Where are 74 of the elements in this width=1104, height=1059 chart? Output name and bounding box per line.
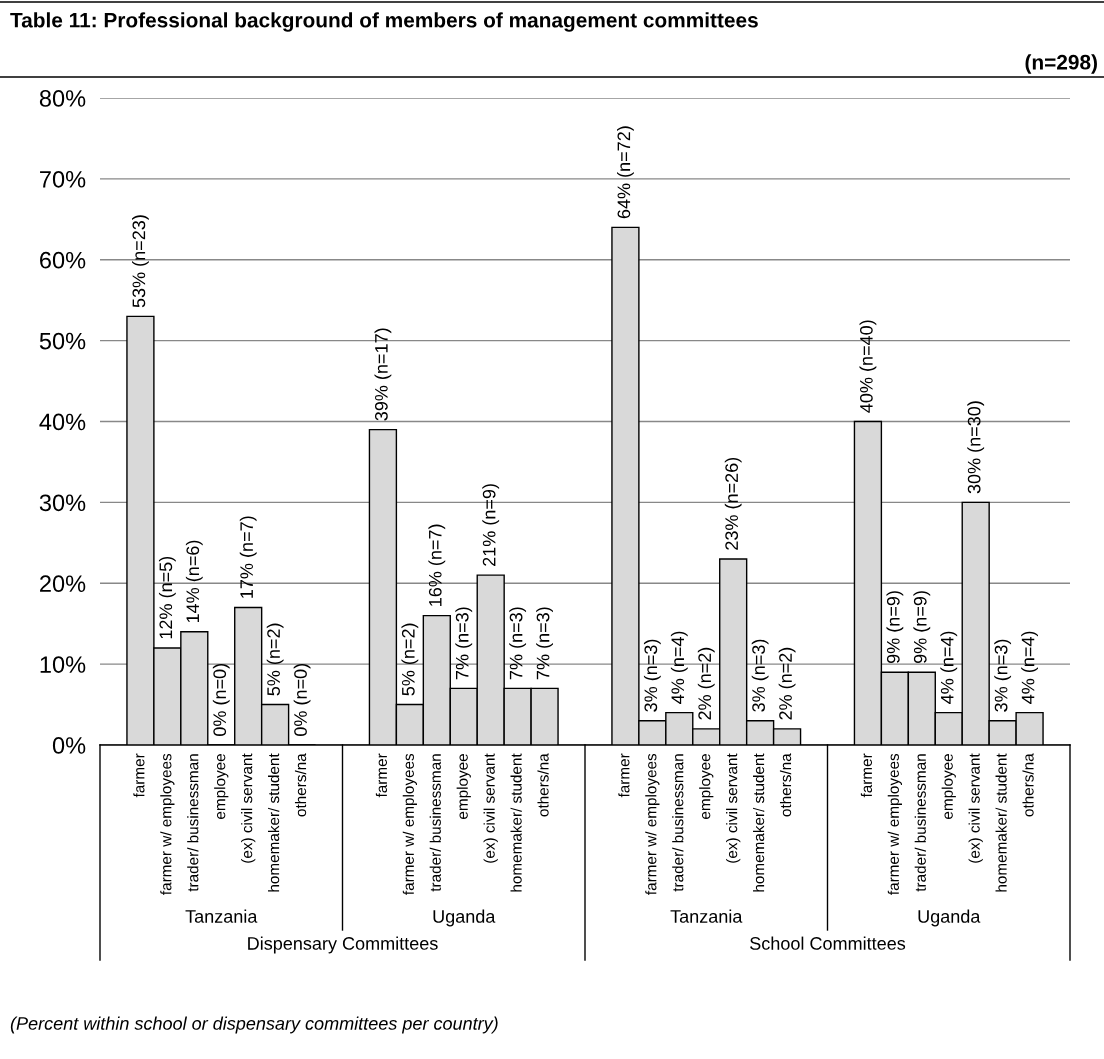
x-tick-label: farmer [860,753,873,798]
data-label: 4% (n=4) [670,631,688,704]
y-tick-label: 0% [52,737,86,754]
chart-subtitle: (n=298) [1025,54,1097,74]
data-label: 12% (n=5) [158,556,176,639]
x-tick-label: (ex) civil servant [968,753,983,863]
data-label: 30% (n=30) [967,401,985,494]
x-tick-label: others/na [779,753,792,817]
data-label: 40% (n=40) [859,320,877,413]
data-label: 7% (n=3) [455,607,473,680]
data-label: 5% (n=2) [266,623,284,696]
data-label: 4% (n=4) [1021,631,1038,704]
x-tick-label: homemaker/ student [268,753,280,892]
data-label: 53% (n=23) [132,215,149,308]
chart-title: Table 11: Professional background of members of management committees [10,12,758,32]
data-label: 9% (n=9) [886,591,904,664]
x-tick-label: others/na [537,753,549,817]
data-label: 17% (n=7) [239,516,257,598]
x-tick-label: employee [456,754,471,819]
data-label: 3% (n=3) [643,639,661,712]
x-tick-label: employee [699,754,714,819]
data-label: 64% (n=72) [617,126,634,219]
x-tick-label: farmer w/ employees [402,753,417,895]
text: Tanzania [185,909,258,923]
x-tick-label: employee [941,754,956,819]
text: Uganda [918,909,981,927]
x-tick-label: trader/ businessman [429,754,441,892]
data-label: 2% (n=2) [778,647,796,720]
text: Uganda [433,909,496,927]
data-label: 39% (n=17) [374,328,392,421]
x-tick-label: trader/ businessman [672,754,684,892]
text: (Percent within school or dispensary committees per country) [10,1016,498,1034]
x-tick-label: homemaker/ student [995,753,1007,892]
text: Tanzania [670,909,743,923]
y-tick-label: 60% [40,251,86,269]
x-tick-label: homemaker/ student [753,753,765,892]
y-tick-label: 20% [40,575,86,593]
x-tick-label: homemaker/ student [510,753,522,892]
x-tick-label: employee [214,754,229,819]
x-tick-label: (ex) civil servant [241,753,256,863]
x-tick-label: (ex) civil servant [726,753,741,863]
data-label: 5% (n=2) [401,623,419,696]
data-label: 3% (n=3) [994,639,1012,712]
x-tick-label: others/na [1022,753,1034,817]
y-tick-label: 50% [39,332,86,350]
x-tick-label: farmer w/ employees [645,753,660,895]
x-tick-label: (ex) civil servant [483,753,498,863]
text: Dispensary Committees [248,936,438,954]
x-tick-label: farmer [133,753,145,798]
data-label: 9% (n=9) [913,591,931,664]
text: School Committees [750,936,906,950]
x-tick-label: others/na [294,753,307,817]
data-label: 0% (n=0) [293,664,311,736]
y-tick-label: 70% [40,170,86,188]
data-label: 21% (n=9) [482,484,500,566]
data-label: 7% (n=3) [509,607,527,680]
data-label: 23% (n=26) [724,457,742,550]
data-label: 2% (n=2) [697,647,715,720]
data-label: 16% (n=7) [428,524,446,606]
data-label: 7% (n=3) [536,607,553,680]
x-tick-label: farmer w/ employees [887,753,902,895]
data-label: 14% (n=6) [185,540,203,623]
y-tick-label: 30% [39,494,86,512]
x-tick-label: farmer w/ employees [160,753,175,895]
data-label: 0% (n=0) [212,664,230,736]
x-tick-label: trader/ businessman [914,754,926,892]
y-tick-label: 80% [39,90,86,107]
data-label: 3% (n=3) [751,639,769,712]
y-tick-label: 10% [40,656,86,673]
x-tick-label: farmer [375,753,388,798]
y-tick-label: 40% [39,413,86,431]
x-tick-label: farmer [618,753,630,798]
data-label: 4% (n=4) [940,631,958,704]
x-tick-label: trader/ businessman [187,754,199,892]
